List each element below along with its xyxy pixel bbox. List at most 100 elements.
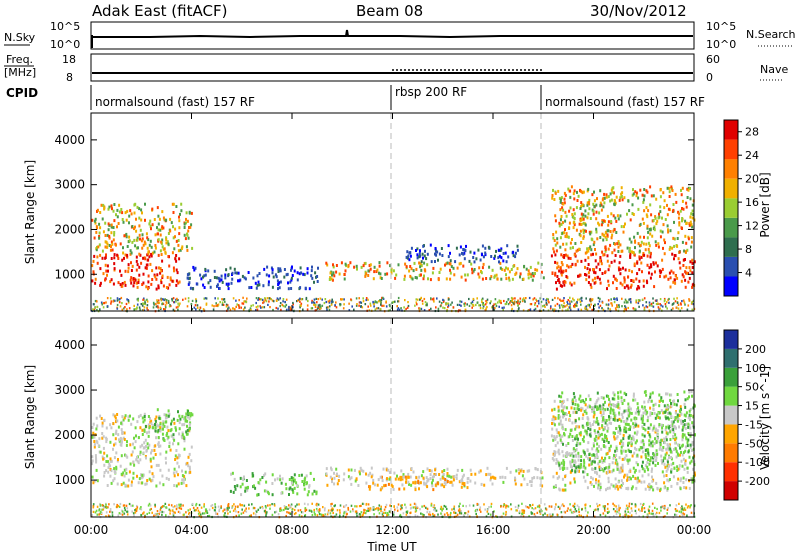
ground-scatter-cell	[559, 299, 561, 301]
echo-cell	[670, 185, 672, 188]
echo-cell	[140, 229, 142, 232]
echo-cell	[689, 269, 691, 272]
echo-cell	[678, 217, 680, 220]
ground-scatter-cell	[587, 511, 589, 513]
ground-scatter-cell	[267, 304, 269, 306]
echo-cell	[533, 476, 535, 479]
echo-cell	[647, 419, 649, 422]
ground-scatter-cell	[324, 509, 326, 511]
echo-cell	[189, 453, 191, 456]
ground-scatter-cell	[368, 510, 370, 512]
echo-cell	[348, 469, 350, 472]
ground-scatter-cell	[199, 504, 201, 506]
ground-scatter-cell	[601, 307, 603, 309]
echo-cell	[583, 464, 585, 467]
ground-scatter-cell	[110, 303, 112, 305]
echo-cell	[112, 433, 114, 436]
echo-cell	[133, 204, 135, 207]
ground-scatter-cell	[214, 503, 216, 505]
echo-cell	[158, 429, 160, 432]
ground-scatter-cell	[197, 307, 199, 309]
ground-scatter-cell	[313, 304, 315, 306]
ground-scatter-cell	[666, 301, 668, 303]
echo-cell	[93, 270, 95, 273]
echo-cell	[574, 212, 576, 215]
echo-cell	[594, 405, 596, 408]
echo-cell	[147, 446, 149, 449]
echo-cell	[599, 236, 601, 239]
ground-scatter-cell	[691, 512, 693, 514]
ground-scatter-cell	[339, 509, 341, 511]
echo-cell	[600, 411, 602, 414]
ground-scatter-cell	[228, 503, 230, 505]
ground-scatter-cell	[385, 512, 387, 514]
echo-cell	[165, 417, 167, 420]
echo-cell	[118, 222, 120, 225]
ground-scatter-cell	[611, 305, 613, 307]
ground-scatter-cell	[454, 506, 456, 508]
echo-cell	[161, 210, 163, 213]
echo-cell	[417, 480, 419, 483]
echo-cell	[657, 242, 659, 245]
ground-scatter-cell	[503, 307, 505, 309]
echo-cell	[361, 266, 363, 269]
echo-cell	[651, 476, 653, 479]
ground-scatter-cell	[233, 308, 235, 310]
echo-cell	[430, 278, 432, 281]
ground-scatter-cell	[555, 305, 557, 307]
echo-cell	[411, 247, 413, 250]
echo-cell	[365, 272, 367, 275]
ground-scatter-cell	[396, 305, 398, 307]
ground-scatter-cell	[459, 304, 461, 306]
echo-cell	[512, 278, 514, 281]
ground-scatter-cell	[380, 506, 382, 508]
ground-scatter-cell	[224, 512, 226, 514]
echo-cell	[118, 426, 120, 429]
echo-cell	[359, 472, 361, 475]
echo-cell	[588, 207, 590, 210]
echo-cell	[180, 203, 182, 206]
ground-scatter-cell	[131, 511, 133, 513]
echo-cell	[551, 254, 553, 257]
ground-scatter-cell	[515, 506, 517, 508]
echo-cell	[129, 470, 131, 473]
echo-cell	[687, 196, 689, 199]
echo-cell	[140, 414, 142, 417]
ground-scatter-cell	[358, 305, 360, 307]
ground-scatter-cell	[365, 303, 367, 305]
noise-left-tick-bottom: 10^0	[50, 38, 80, 51]
ground-scatter-cell	[569, 509, 571, 511]
echo-cell	[585, 224, 587, 227]
echo-cell	[607, 280, 609, 283]
echo-cell	[482, 245, 484, 248]
ground-scatter-cell	[458, 510, 460, 512]
ground-scatter-cell	[283, 509, 285, 511]
echo-cell	[171, 280, 173, 283]
ground-scatter-cell	[137, 506, 139, 508]
echo-cell	[595, 259, 597, 262]
ground-scatter-cell	[362, 503, 364, 505]
echo-cell	[578, 459, 580, 462]
ground-scatter-cell	[569, 305, 571, 307]
echo-cell	[586, 412, 588, 415]
echo-cell	[616, 196, 618, 199]
echo-cell	[595, 253, 597, 256]
echo-cell	[566, 232, 568, 235]
ground-scatter-cell	[525, 297, 527, 299]
echo-cell	[120, 283, 122, 286]
echo-cell	[161, 260, 163, 263]
echo-cell	[616, 287, 618, 290]
ground-scatter-cell	[478, 304, 480, 306]
echo-cell	[291, 482, 293, 485]
echo-cell	[679, 261, 681, 264]
echo-cell	[171, 221, 173, 224]
echo-cell	[388, 483, 390, 486]
echo-cell	[272, 286, 274, 289]
echo-cell	[432, 267, 434, 270]
echo-cell	[560, 284, 562, 287]
echo-cell	[568, 236, 570, 239]
echo-cell	[511, 268, 513, 271]
echo-cell	[403, 278, 405, 281]
echo-cell	[306, 474, 308, 477]
echo-cell	[678, 257, 680, 260]
